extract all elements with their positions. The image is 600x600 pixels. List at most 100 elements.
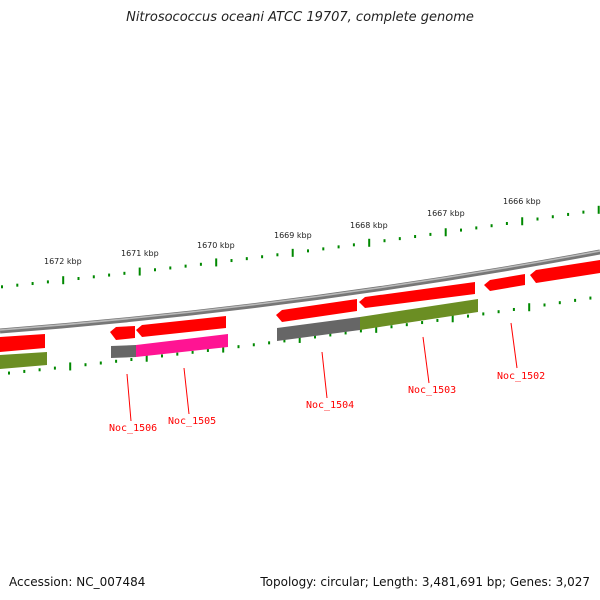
cds-arrow-noc1504[interactable] xyxy=(276,299,357,322)
gene-label[interactable]: Noc_1502 xyxy=(497,371,545,382)
tick-label: 1668 kbp xyxy=(350,221,388,230)
tick-label: 1670 kbp xyxy=(197,241,235,250)
minor-tick xyxy=(191,350,194,354)
minor-tick xyxy=(23,369,26,373)
minor-tick xyxy=(245,257,248,261)
major-tick xyxy=(222,344,225,353)
minor-tick xyxy=(230,259,233,263)
minor-tick xyxy=(314,335,316,339)
minor-tick xyxy=(505,221,508,225)
tick-label: 1672 kbp xyxy=(44,257,82,266)
major-tick xyxy=(528,303,531,312)
cds-arrow-noc1503[interactable] xyxy=(359,282,475,308)
tick-label: 1669 kbp xyxy=(274,231,312,240)
minor-tick xyxy=(184,264,187,268)
tick-track-outer xyxy=(1,205,600,289)
accession: Accession: NC_007484 xyxy=(9,575,146,589)
minor-tick xyxy=(38,368,41,372)
minor-tick xyxy=(337,245,340,249)
minor-tick xyxy=(344,331,347,335)
gene-bar[interactable] xyxy=(0,352,47,369)
gene-label[interactable]: Noc_1505 xyxy=(168,416,216,427)
major-tick xyxy=(69,362,72,371)
minor-tick xyxy=(536,217,539,221)
cds-arrow-noc1502[interactable] xyxy=(484,274,525,291)
major-tick xyxy=(444,228,447,237)
minor-tick xyxy=(8,371,10,375)
minor-tick xyxy=(482,312,485,316)
minor-tick xyxy=(512,307,515,311)
minor-tick xyxy=(436,318,439,322)
cds-arrow-noc1505[interactable] xyxy=(136,316,226,337)
minor-tick xyxy=(421,321,424,325)
major-tick xyxy=(145,353,148,362)
minor-tick xyxy=(123,271,126,275)
minor-tick xyxy=(276,253,279,257)
tick-label: 1666 kbp xyxy=(503,197,541,206)
minor-tick xyxy=(359,329,362,333)
minor-tick xyxy=(497,310,500,314)
major-tick xyxy=(291,248,294,257)
minor-tick xyxy=(46,280,49,284)
map-title: Nitrosococcus oceani ATCC 19707, complet… xyxy=(126,10,474,25)
minor-tick xyxy=(475,226,478,230)
minor-tick xyxy=(261,255,264,259)
minor-tick xyxy=(398,237,401,241)
minor-tick xyxy=(429,232,432,236)
gene-bar-noc1504[interactable] xyxy=(277,317,360,341)
minor-tick xyxy=(115,359,118,363)
gene-leader-lines xyxy=(126,322,518,422)
major-tick xyxy=(215,258,218,267)
gene-label[interactable]: Noc_1506 xyxy=(109,423,157,434)
minor-tick xyxy=(99,361,102,365)
minor-tick xyxy=(108,273,111,277)
tick-label: 1671 kbp xyxy=(121,249,159,258)
minor-tick xyxy=(383,239,386,243)
topology-info: Topology: circular; Length: 3,481,691 bp… xyxy=(260,575,590,589)
minor-tick xyxy=(490,224,493,228)
minor-tick xyxy=(558,301,561,305)
minor-tick xyxy=(130,358,133,362)
minor-tick xyxy=(567,212,570,216)
cds-arrow[interactable] xyxy=(530,260,600,283)
minor-tick xyxy=(31,282,34,286)
minor-tick xyxy=(237,345,240,349)
minor-tick xyxy=(467,314,469,318)
minor-tick xyxy=(1,285,3,289)
tick-track-inner xyxy=(8,296,592,375)
minor-tick xyxy=(582,210,585,214)
minor-tick xyxy=(161,354,163,358)
major-tick xyxy=(368,238,371,247)
minor-tick xyxy=(16,283,19,287)
cds-arrow[interactable] xyxy=(0,334,45,352)
minor-tick xyxy=(154,268,156,272)
gene-bar-noc1506[interactable] xyxy=(111,345,136,358)
minor-tick xyxy=(589,296,592,300)
major-tick xyxy=(62,276,65,285)
gene-label[interactable]: Noc_1504 xyxy=(306,400,354,411)
minor-tick xyxy=(252,343,255,347)
minor-tick xyxy=(414,235,417,239)
minor-tick xyxy=(169,266,172,270)
minor-tick xyxy=(352,243,355,247)
minor-tick xyxy=(199,262,202,266)
minor-tick xyxy=(543,303,546,307)
minor-tick xyxy=(390,325,393,329)
cds-arrow-noc1506[interactable] xyxy=(110,326,135,340)
major-tick xyxy=(451,314,454,323)
minor-tick xyxy=(574,298,577,302)
genome-backbone xyxy=(0,249,600,334)
minor-tick xyxy=(92,275,95,279)
gene-bar-noc1503[interactable] xyxy=(360,299,478,330)
minor-tick xyxy=(84,363,87,367)
minor-tick xyxy=(53,366,56,370)
minor-tick xyxy=(329,333,332,337)
major-tick xyxy=(298,334,301,343)
minor-tick xyxy=(77,277,80,281)
gene-label[interactable]: Noc_1503 xyxy=(408,385,456,396)
minor-tick xyxy=(322,247,325,251)
minor-tick xyxy=(460,228,462,232)
gene-bar-noc1505[interactable] xyxy=(136,334,228,357)
